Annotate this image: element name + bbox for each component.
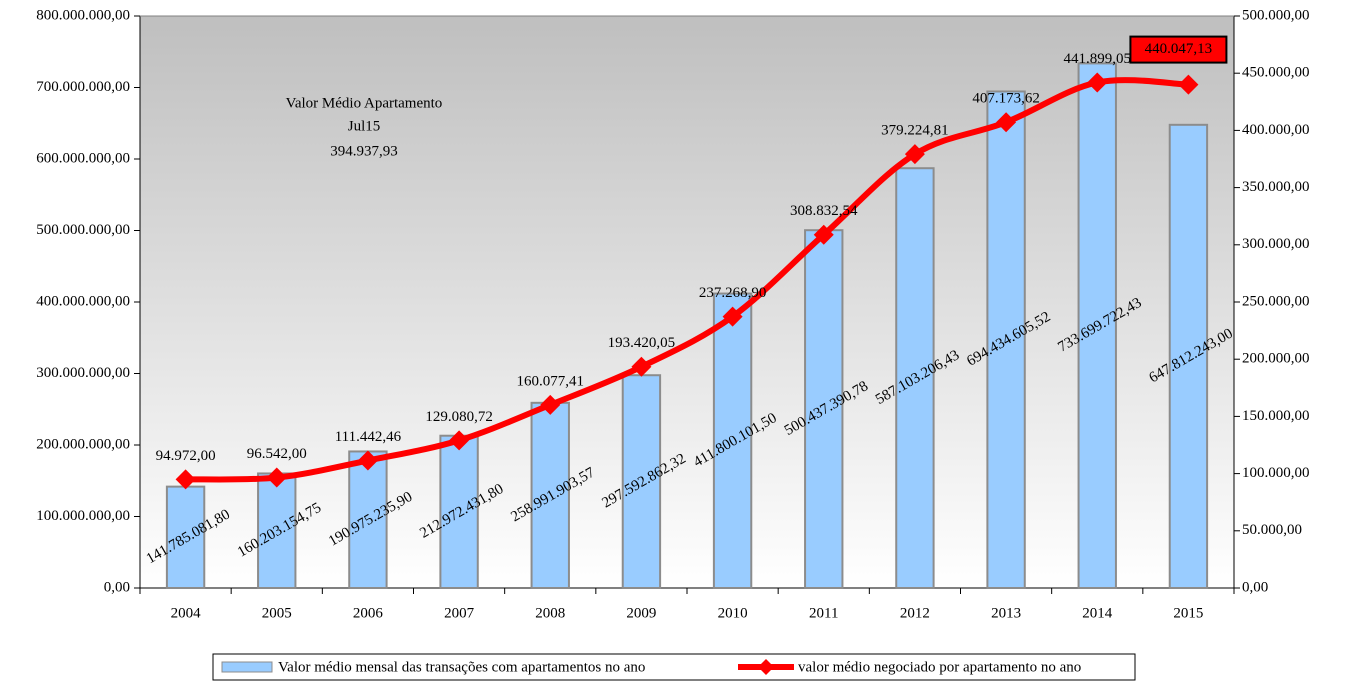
y-tick-label: 600.000.000,00 <box>36 150 130 166</box>
y2-tick-label: 450.000,00 <box>1242 65 1310 81</box>
line-value-label: 407.173,62 <box>972 91 1040 107</box>
y2-tick-label: 100.000,00 <box>1242 465 1310 481</box>
x-tick-label: 2014 <box>1082 605 1113 621</box>
line-value-label: 379.224,81 <box>881 123 949 139</box>
x-tick-label: 2010 <box>718 605 748 621</box>
legend-label: valor médio negociado por apartamento no… <box>798 659 1081 675</box>
x-tick-label: 2008 <box>535 605 565 621</box>
line-marker <box>449 430 470 451</box>
y-tick-label: 0,00 <box>104 579 130 595</box>
bar <box>165 485 206 589</box>
bar <box>895 167 935 589</box>
line-value-label: 441.899,05 <box>1064 51 1132 67</box>
y-tick-label: 200.000.000,00 <box>36 436 130 452</box>
highlight-box <box>1129 35 1228 64</box>
y2-tick-label: 50.000,00 <box>1242 522 1302 538</box>
line-marker <box>904 144 925 165</box>
x-tick-label: 2009 <box>626 605 656 621</box>
y2-tick-label: 0,00 <box>1242 579 1268 595</box>
x-tick-label: 2004 <box>171 605 202 621</box>
bar <box>1168 123 1209 590</box>
line-marker <box>1087 72 1108 93</box>
y-tick-label: 500.000.000,00 <box>36 222 130 238</box>
x-tick-label: 2011 <box>809 605 838 621</box>
bar <box>804 229 844 590</box>
x-tick-label: 2013 <box>991 605 1021 621</box>
y2-tick-label: 350.000,00 <box>1242 179 1310 195</box>
line-marker <box>357 450 378 471</box>
line-marker <box>540 394 561 415</box>
x-tick-label: 2015 <box>1173 605 1203 621</box>
y-tick-label: 100.000.000,00 <box>36 508 130 524</box>
line-value-label: 440.047,13 <box>1145 41 1213 57</box>
line-marker <box>1178 74 1199 95</box>
y2-tick-label: 200.000,00 <box>1242 351 1310 367</box>
line-marker <box>722 306 743 327</box>
x-tick-label: 2005 <box>262 605 292 621</box>
line-value-label: 96.542,00 <box>247 446 307 462</box>
legend <box>212 653 1136 681</box>
y2-tick-label: 500.000,00 <box>1242 7 1310 23</box>
legend-swatch <box>758 659 774 675</box>
annotation: Jul15 <box>348 118 381 134</box>
line-value-label: 129.080,72 <box>425 409 493 425</box>
plot-area <box>140 16 1234 588</box>
bar <box>621 374 662 589</box>
line-marker <box>996 112 1017 133</box>
y-tick-label: 800.000.000,00 <box>36 7 130 23</box>
line-marker <box>813 224 834 245</box>
bar <box>439 434 479 589</box>
x-tick-label: 2012 <box>900 605 930 621</box>
line-value-label: 193.420,05 <box>608 335 676 351</box>
bar <box>1077 62 1117 589</box>
legend-label: Valor médio mensal das transações com ap… <box>278 659 645 675</box>
y-tick-label: 300.000.000,00 <box>36 365 130 381</box>
line-value-label: 160.077,41 <box>517 373 585 389</box>
line-value-label: 308.832,54 <box>790 203 858 219</box>
annotation: 394.937,93 <box>330 143 398 159</box>
y2-tick-label: 250.000,00 <box>1242 293 1310 309</box>
x-tick-label: 2006 <box>353 605 384 621</box>
bar <box>348 450 388 589</box>
line-marker <box>175 469 196 490</box>
y2-tick-label: 300.000,00 <box>1242 236 1310 252</box>
bar <box>986 90 1026 590</box>
x-tick-label: 2007 <box>444 605 475 621</box>
bar <box>257 472 297 589</box>
y2-tick-label: 150.000,00 <box>1242 408 1310 424</box>
line-marker <box>631 356 652 377</box>
line-marker <box>266 467 287 488</box>
line-value-label: 111.442,46 <box>335 429 402 445</box>
y-tick-label: 700.000.000,00 <box>36 79 130 95</box>
annotation: Valor Médio Apartamento <box>286 95 443 111</box>
y2-tick-label: 400.000,00 <box>1242 122 1310 138</box>
line-value-label: 94.972,00 <box>156 448 216 464</box>
legend-swatch <box>221 661 273 673</box>
y-tick-label: 400.000.000,00 <box>36 293 130 309</box>
line-value-label: 237.268,90 <box>699 285 767 301</box>
bar <box>712 292 753 589</box>
